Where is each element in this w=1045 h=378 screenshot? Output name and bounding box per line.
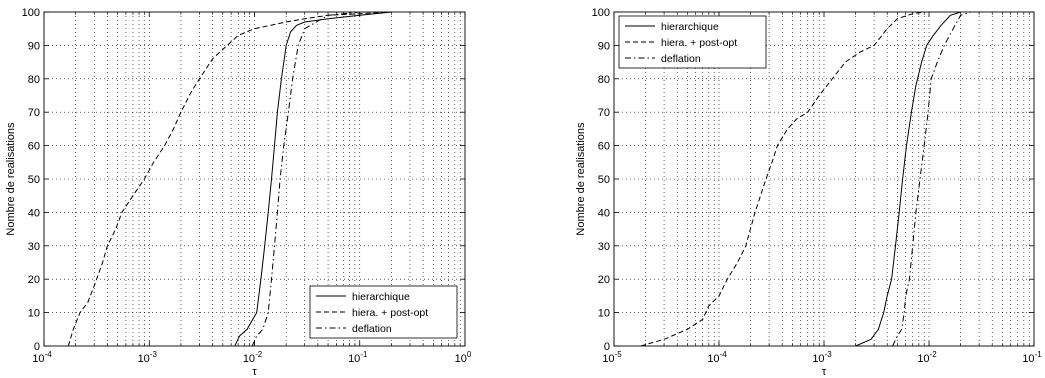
series-line-2 bbox=[67, 12, 392, 346]
y-tick-label: 70 bbox=[28, 107, 40, 119]
x-tick-label: 10-3 bbox=[812, 350, 832, 365]
y-tick-label: 100 bbox=[22, 7, 40, 19]
series-line-1 bbox=[234, 12, 392, 346]
y-tick-label: 0 bbox=[604, 341, 610, 353]
legend-label-1: hierarchique bbox=[661, 21, 719, 33]
y-tick-label: 30 bbox=[28, 241, 40, 253]
x-tick-label: 10-5 bbox=[602, 350, 622, 365]
legend: hierarchique hiera. + post-opt deflation bbox=[618, 15, 767, 69]
legend-label-3: deflation bbox=[352, 323, 392, 335]
x-tick-label: 10-4 bbox=[707, 350, 727, 365]
x-axis-label: τ bbox=[252, 366, 257, 378]
y-axis-label: Nombre de realisations bbox=[5, 122, 17, 236]
x-tick-label: 10-1 bbox=[348, 350, 368, 365]
chart-2: 10-5 10-4 10-3 10-2 10-1 0 10 20 30 40 50 60 70 80 90 1… bbox=[575, 7, 1042, 378]
y-tick-label: 0 bbox=[34, 341, 40, 353]
series-line-3 bbox=[892, 12, 971, 346]
y-tick-label: 50 bbox=[28, 174, 40, 186]
y-tick-label: 10 bbox=[598, 308, 610, 320]
chart-1: 10-4 10-3 10-2 10-1 100 0 10 20 30 40 50 60 70 80 90 10… bbox=[5, 7, 472, 378]
y-tick-label: 10 bbox=[28, 308, 40, 320]
y-tick-label: 20 bbox=[598, 274, 610, 286]
y-tick-label: 80 bbox=[28, 74, 40, 86]
y-tick-label: 100 bbox=[592, 7, 610, 19]
legend-label-2: hiera. + post-opt bbox=[661, 37, 737, 49]
x-tick-label: 10-3 bbox=[138, 350, 158, 365]
x-axis-label: τ bbox=[822, 366, 827, 378]
y-tick-label: 30 bbox=[598, 241, 610, 253]
legend-label-1: hierarchique bbox=[352, 291, 410, 303]
y-tick-label: 40 bbox=[598, 207, 610, 219]
x-tick-label: 10-1 bbox=[1022, 350, 1042, 365]
x-tick-label: 10-2 bbox=[243, 350, 263, 365]
y-tick-label: 50 bbox=[598, 174, 610, 186]
y-tick-label: 80 bbox=[598, 74, 610, 86]
series-line-2 bbox=[640, 12, 925, 346]
y-tick-label: 70 bbox=[598, 107, 610, 119]
y-tick-label: 20 bbox=[28, 274, 40, 286]
x-tick-label: 10-2 bbox=[917, 350, 937, 365]
y-tick-label: 90 bbox=[598, 40, 610, 52]
series-line-1 bbox=[855, 12, 961, 346]
y-tick-label: 60 bbox=[598, 141, 610, 153]
legend-label-3: deflation bbox=[661, 53, 701, 65]
series-line-3 bbox=[251, 12, 360, 346]
y-tick-label: 90 bbox=[28, 40, 40, 52]
y-axis-label: Nombre de realisations bbox=[575, 122, 587, 236]
y-tick-label: 40 bbox=[28, 207, 40, 219]
legend: hierarchique hiera. + post-opt deflation bbox=[309, 285, 458, 339]
x-tick-label: 10-4 bbox=[32, 350, 52, 365]
x-tick-label: 100 bbox=[455, 350, 472, 365]
y-tick-label: 60 bbox=[28, 141, 40, 153]
legend-label-2: hiera. + post-opt bbox=[352, 307, 428, 319]
